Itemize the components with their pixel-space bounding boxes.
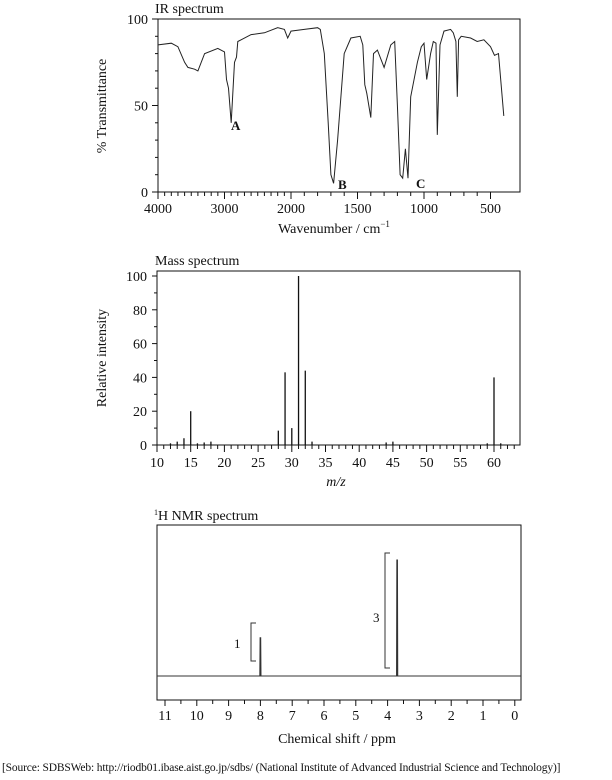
mass-x-tick-label: 50 xyxy=(420,456,434,471)
ir-x-tick-label: 4000 xyxy=(144,202,172,217)
mass-x-tick-label: 10 xyxy=(150,456,164,471)
mass-y-tick-label: 60 xyxy=(133,338,147,353)
nmr-integration-bracket-1 xyxy=(250,622,256,662)
ir-trace xyxy=(157,27,505,184)
nmr-x-axis: 11 10 9 8 7 6 5 4 3 2 1 0 xyxy=(158,700,518,724)
mass-y-tick-label: 80 xyxy=(133,304,147,319)
ir-y-tick-label: 100 xyxy=(127,13,148,28)
mass-x-tick-label: 25 xyxy=(251,456,265,471)
mass-x-tick-label: 35 xyxy=(319,456,333,471)
mass-y-axis-label: Relative intensity xyxy=(95,309,110,407)
nmr-peak xyxy=(395,559,400,677)
nmr-x-tick-label: 6 xyxy=(321,709,328,724)
nmr-title: 1H NMR spectrum xyxy=(154,508,258,524)
nmr-x-tick-label: 10 xyxy=(190,709,204,724)
mass-x-tick-label: 30 xyxy=(285,456,299,471)
mass-x-tick-label: 60 xyxy=(487,456,501,471)
mass-peaks xyxy=(169,276,502,445)
nmr-x-tick-label: 11 xyxy=(158,709,171,724)
nmr-peak xyxy=(258,637,263,677)
nmr-x-tick-label: 5 xyxy=(352,709,359,724)
mass-y-axis: 0 20 40 60 80 100 xyxy=(126,270,157,454)
nmr-integration-label-3: 3 xyxy=(373,610,380,625)
nmr-plot-frame xyxy=(156,524,522,701)
source-citation: [Source: SDBSWeb: http://riodb01.ibase.a… xyxy=(2,762,561,774)
mass-plot-frame xyxy=(156,270,521,446)
mass-x-axis-label: m/z xyxy=(326,475,346,490)
ir-x-tick-label: 1000 xyxy=(410,202,438,217)
ir-x-axis: 4000 3000 2000 1500 1000 500 xyxy=(144,192,501,217)
ir-y-tick-label: 0 xyxy=(141,186,148,201)
nmr-x-tick-label: 3 xyxy=(416,709,423,724)
mass-x-axis: 10 15 20 25 30 35 40 45 50 55 60 xyxy=(150,445,515,471)
ir-peak-label-a: A xyxy=(231,118,241,133)
mass-x-tick-label: 40 xyxy=(352,456,366,471)
nmr-spectrum-chart: 1H NMR spectrum 11 10 9 8 7 6 5 4 3 2 1 0 1 3 Chemi… xyxy=(154,508,522,747)
nmr-integration-label-1: 1 xyxy=(234,636,241,651)
mass-title: Mass spectrum xyxy=(155,254,239,269)
mass-x-tick-label: 20 xyxy=(217,456,231,471)
nmr-x-tick-label: 2 xyxy=(448,709,455,724)
ir-y-axis-label: % Transmittance xyxy=(95,59,110,154)
ir-y-tick-label: 50 xyxy=(134,100,148,115)
ir-peak-label-c: C xyxy=(416,176,425,191)
mass-x-tick-label: 15 xyxy=(184,456,198,471)
ir-x-axis-label: Wavenumber / cm−1 xyxy=(278,219,390,237)
nmr-x-tick-label: 9 xyxy=(225,709,232,724)
nmr-peaks xyxy=(258,559,400,677)
mass-y-tick-label: 40 xyxy=(133,371,147,386)
ir-y-axis: 0 50 100 xyxy=(127,13,158,201)
ir-x-tick-label: 500 xyxy=(480,202,501,217)
nmr-x-tick-label: 0 xyxy=(511,709,518,724)
nmr-x-axis-label: Chemical shift / ppm xyxy=(278,732,396,747)
nmr-x-tick-label: 1 xyxy=(480,709,487,724)
mass-y-tick-label: 100 xyxy=(126,270,147,285)
ir-x-tick-label: 3000 xyxy=(211,202,239,217)
mass-x-tick-label: 45 xyxy=(386,456,400,471)
ir-plot-frame xyxy=(157,18,521,193)
mass-x-tick-label: 55 xyxy=(453,456,467,471)
ir-title: IR spectrum xyxy=(155,2,224,17)
mass-spectrum-chart: Mass spectrum 0 20 40 60 80 100 10 15 20 25 30 35 4… xyxy=(95,254,521,490)
mass-y-tick-label: 20 xyxy=(133,405,147,420)
nmr-x-tick-label: 7 xyxy=(289,709,296,724)
ir-x-tick-label: 2000 xyxy=(277,202,305,217)
mass-y-tick-label: 0 xyxy=(140,439,147,454)
ir-spectrum-chart: IR spectrum 0 50 100 4000 3000 2000 1500 1000 5… xyxy=(95,2,521,237)
nmr-x-tick-label: 8 xyxy=(257,709,264,724)
nmr-integration-bracket-3 xyxy=(384,552,390,669)
nmr-x-tick-label: 4 xyxy=(384,709,391,724)
ir-x-tick-label: 1500 xyxy=(344,202,372,217)
ir-peak-label-b: B xyxy=(338,177,347,192)
